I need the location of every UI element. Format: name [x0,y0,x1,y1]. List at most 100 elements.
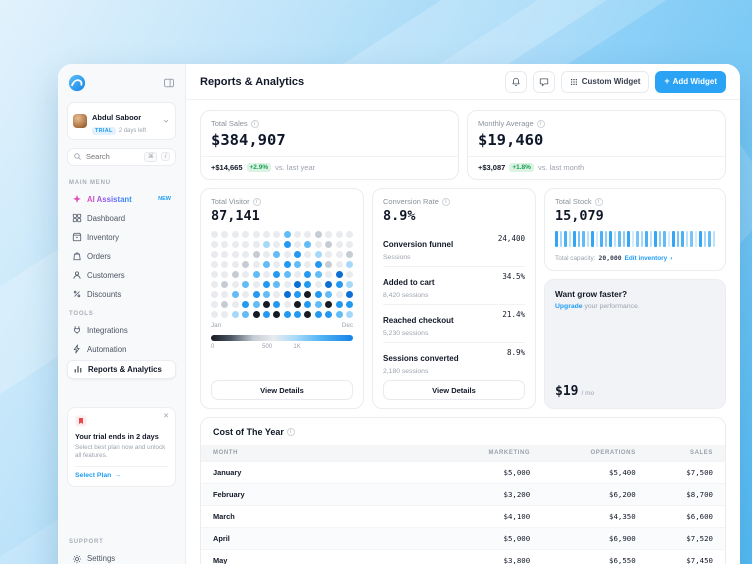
stock-bar [618,231,621,247]
sidebar-item-integrations[interactable]: Integrations [67,322,176,339]
stat-compare: vs. last month [537,163,585,172]
visitor-dot [314,231,322,238]
comment-icon [539,77,548,86]
visitor-dot [273,241,281,248]
funnel-step: Reached checkout 5,230 sessions 21.4% [383,304,525,342]
table-cell: March [201,505,443,528]
profile-switcher[interactable]: Abdul Saboor TRIAL 2 days left [67,102,176,140]
sidebar-item-discounts[interactable]: Discounts [67,286,176,303]
cost-of-year-card: Cost of The Year i MONTH MARKETING OPERA… [200,417,726,564]
visitor-dot [335,231,343,238]
visitor-dot [211,281,218,288]
visitor-dot [325,231,333,238]
stock-bar [609,231,612,247]
edit-inventory-link[interactable]: Edit inventory [624,254,668,262]
visitor-dot [283,301,291,308]
table-cell: $6,600 [647,505,725,528]
stock-bar [600,231,603,247]
visitor-dot [231,251,239,258]
upgrade-title: Want grow faster? [555,289,628,299]
info-icon[interactable]: i [252,197,261,206]
profile-info: Abdul Saboor TRIAL 2 days left [92,107,157,135]
table-cell: $5,000 [442,461,543,484]
visitor-dot [294,291,301,298]
info-icon[interactable]: i [594,197,603,206]
stock-bar [631,231,634,247]
visitor-view-details-button[interactable]: View Details [211,380,353,400]
conversion-view-details-button[interactable]: View Details [383,380,525,400]
sidebar-item-dashboard[interactable]: Dashboard [67,210,176,227]
visitor-label: Total Visitor [211,197,250,206]
visitor-dot [345,301,353,308]
stock-bar [604,231,607,247]
table-cell: $7,450 [647,549,725,564]
visitor-dot [304,291,312,298]
bell-icon [512,77,520,86]
visitor-dot [325,241,333,248]
custom-widget-button[interactable]: Custom Widget [560,70,650,93]
visitor-dot [325,271,333,278]
stock-bar [564,231,567,247]
visitor-dot [262,281,270,288]
info-icon[interactable]: i [441,197,450,206]
stock-label: Total Stock [555,197,592,206]
stock-bar [694,231,697,247]
visitor-dot [294,251,301,258]
stock-bar [559,231,562,247]
trial-card-body: Select best plan now and unlock all feat… [75,443,166,460]
info-icon[interactable]: i [536,119,545,128]
upgrade-link[interactable]: Upgrade [555,302,583,310]
search-box[interactable]: ⌘ / [67,147,176,166]
table-cell: $6,900 [542,527,648,550]
close-icon[interactable]: ✕ [163,412,169,420]
slash-key-hint: / [161,152,170,161]
visitor-dot [273,231,281,238]
select-plan-link[interactable]: Select Plan → [75,466,168,479]
comments-button[interactable] [532,70,555,93]
visitor-dot [273,261,281,268]
new-badge: NEW [158,196,171,202]
visitor-dot [211,251,218,258]
visitor-dot [242,301,250,308]
column-header: SALES [647,445,725,462]
sidebar-item-settings[interactable]: Settings [67,550,176,564]
info-icon[interactable]: i [250,119,259,128]
info-icon[interactable]: i [286,428,295,436]
sidebar-item-inventory[interactable]: Inventory [67,229,176,246]
funnel-total: 24,400 [497,234,525,243]
visitor-dot [325,291,333,298]
visitor-dot [335,301,343,308]
sidebar-item-reports-analytics[interactable]: Reports & Analytics [67,359,176,379]
visitor-dot [231,281,239,288]
table-row: January $5,000 $5,400 $7,500 [201,461,725,484]
visitor-dot [221,291,229,298]
visitor-dot [294,241,301,248]
plug-icon [72,325,82,335]
visitor-dot [283,311,291,318]
visitor-dot [252,271,260,278]
table-row: March $4,100 $4,350 $6,600 [201,505,725,528]
sidebar-item-automation[interactable]: Automation [67,341,176,358]
add-widget-button[interactable]: + Add Widget [655,70,726,93]
stock-bar [582,231,585,247]
avatar [73,113,87,128]
sidebar-item-ai-assistant[interactable]: AI Assistant NEW [67,191,176,208]
visitor-dot [242,271,250,278]
app-logo [68,74,86,92]
visitor-dot [221,251,229,258]
notifications-button[interactable] [504,70,527,93]
sidebar-collapse-icon[interactable] [163,77,175,89]
visitor-dot [242,311,250,318]
visitor-dot [345,231,353,238]
funnel-step: Added to cart 8,420 sessions 34.5% [383,266,525,304]
search-input[interactable] [86,152,141,161]
stat-value: $19,460 [478,131,544,149]
sidebar-item-customers[interactable]: Customers [67,267,176,284]
trial-flag-icon [75,415,168,427]
sidebar-item-orders[interactable]: Orders [67,248,176,265]
visitor-dot [314,271,322,278]
table-cell: $3,800 [442,549,543,564]
stat-delta-pct-badge: +1.8% [509,163,534,172]
stock-bar [690,231,693,247]
stock-bar [627,231,630,247]
